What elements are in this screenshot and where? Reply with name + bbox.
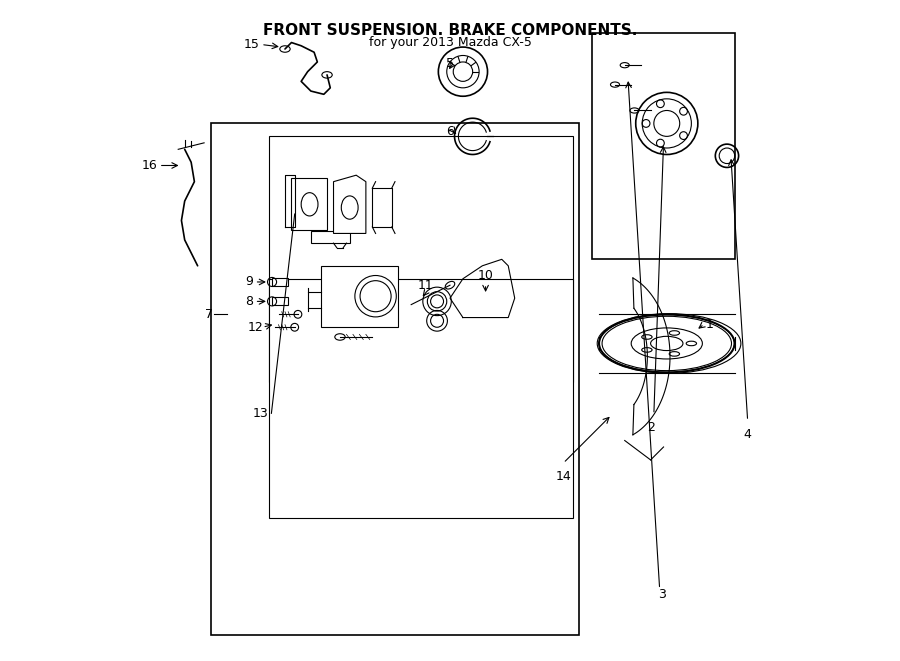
Text: 8: 8 [246, 295, 253, 308]
Bar [272, 278, 288, 286]
Bar [320, 266, 398, 327]
Bar [211, 124, 580, 635]
Text: 11: 11 [418, 279, 433, 292]
Text: 7: 7 [204, 308, 212, 321]
Polygon shape [334, 175, 366, 233]
Text: 2: 2 [647, 421, 654, 434]
Text: 3: 3 [659, 588, 666, 601]
Text: FRONT SUSPENSION. BRAKE COMPONENTS.: FRONT SUSPENSION. BRAKE COMPONENTS. [263, 23, 637, 38]
Bar [272, 297, 288, 305]
Text: 12: 12 [248, 321, 264, 334]
Text: 6: 6 [446, 125, 454, 137]
Text: 9: 9 [246, 276, 253, 288]
Bar [269, 136, 573, 382]
Text: 16: 16 [142, 159, 157, 172]
Bar [592, 33, 734, 259]
Bar [269, 279, 573, 518]
Text: 4: 4 [743, 428, 752, 440]
Text: 14: 14 [555, 469, 572, 483]
Text: 15: 15 [244, 38, 260, 51]
Text: 1: 1 [706, 317, 714, 330]
FancyBboxPatch shape [310, 231, 350, 243]
Text: 10: 10 [478, 269, 493, 282]
Text: for your 2013 Mazda CX-5: for your 2013 Mazda CX-5 [369, 36, 531, 49]
Text: 5: 5 [446, 58, 454, 70]
FancyBboxPatch shape [292, 178, 327, 230]
Text: 13: 13 [253, 407, 269, 420]
